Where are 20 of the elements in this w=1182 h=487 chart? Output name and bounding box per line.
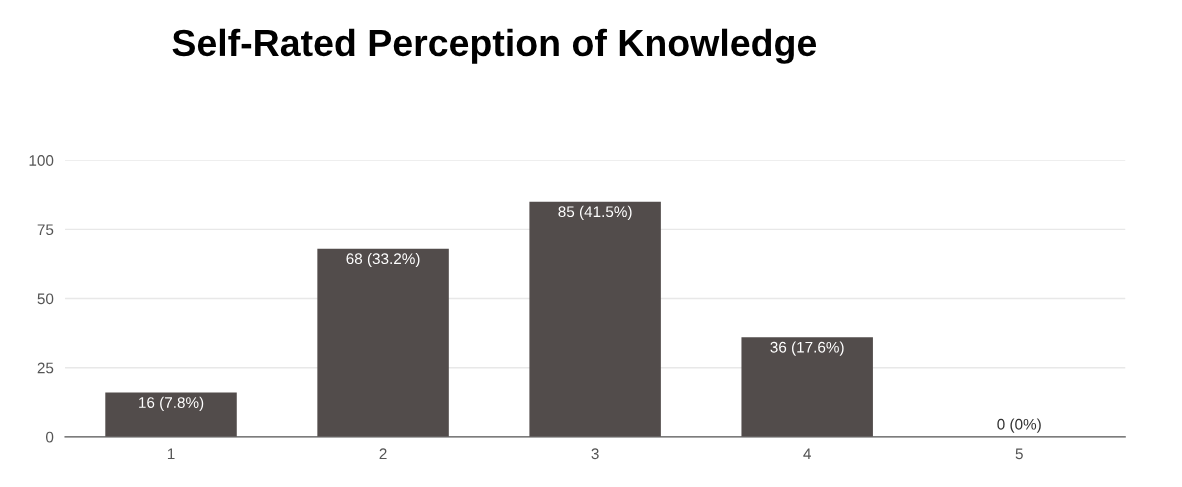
data-label: 16 (7.8%) <box>139 396 204 411</box>
bar <box>317 248 449 437</box>
data-label: 68 (33.2%) <box>346 252 420 268</box>
chart-title: Self-Rated Perception of Knowledge <box>172 28 817 64</box>
y-tick-label: 100 <box>29 155 54 166</box>
bar <box>741 337 873 437</box>
y-tick-label: 75 <box>37 224 54 236</box>
data-label: 85 (41.5%) <box>558 205 632 221</box>
y-tick-label: 0 <box>46 431 54 443</box>
x-tick-label: 2 <box>379 448 387 460</box>
y-tick-label: 50 <box>37 293 54 305</box>
x-tick-label: 3 <box>591 448 599 460</box>
data-label: 36 (17.6%) <box>770 341 844 356</box>
data-label: 0 (0%) <box>997 418 1041 433</box>
bar <box>105 392 237 437</box>
x-tick-label: 4 <box>803 448 811 460</box>
x-tick-label: 5 <box>1015 448 1023 460</box>
x-tick-label: 1 <box>167 448 175 460</box>
y-tick-label: 25 <box>37 362 54 374</box>
bar <box>529 201 661 437</box>
